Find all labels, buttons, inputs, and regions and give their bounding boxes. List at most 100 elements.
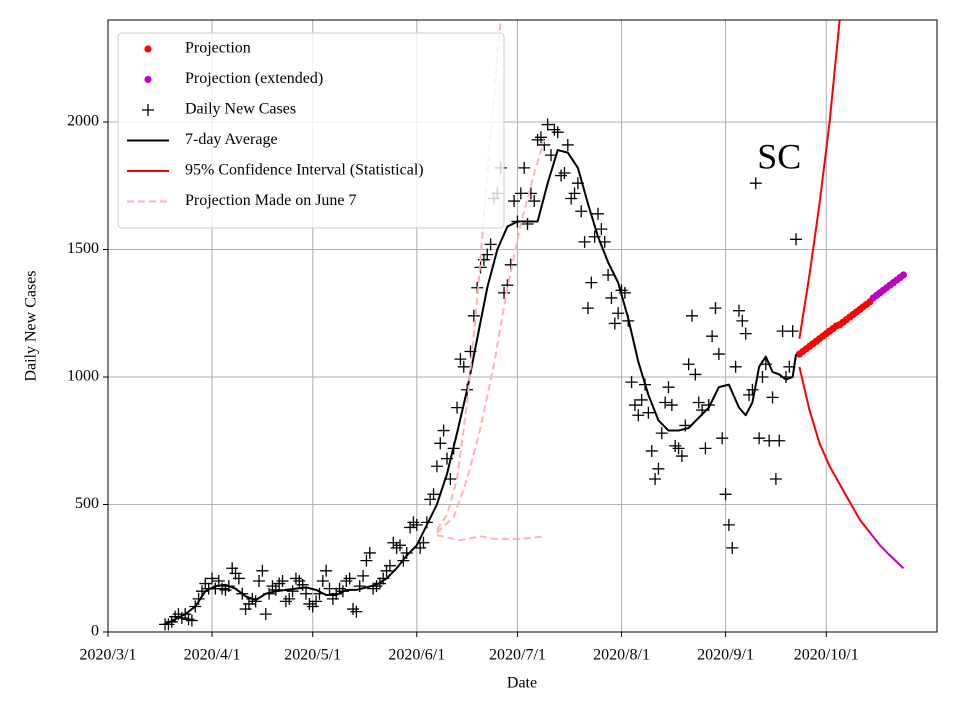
series-line [869,531,905,569]
cross-marker [628,399,641,412]
cross-marker [451,401,464,414]
cross-marker [350,605,363,618]
cross-marker [524,187,537,200]
cross-marker [682,358,695,371]
cross-marker [732,304,745,317]
cross-marker [689,368,702,381]
legend-box [117,32,505,229]
cross-marker [790,233,803,246]
cross-marker [320,564,333,577]
cross-marker [481,248,494,261]
cross-marker [722,518,735,531]
cross-marker [632,409,645,422]
cross-marker [766,391,779,404]
cross-marker [753,432,766,445]
cross-marker [360,554,373,567]
legend-label: Projection (extended) [185,70,323,87]
cross-marker [699,442,712,455]
series-line [164,149,798,626]
cross-marker [534,131,547,144]
cross-marker [605,291,618,304]
cross-marker [581,302,594,315]
cross-marker [283,592,296,605]
cross-marker [276,575,289,587]
cross-marker [498,286,511,299]
cross-marker [521,218,534,230]
cross-marker [514,187,527,200]
cross-marker [585,276,598,289]
series-line [436,534,545,542]
cross-marker [716,432,729,445]
cross-marker [706,330,719,343]
cross-marker [300,587,313,600]
y-tick-label: 1000 [67,368,99,385]
cross-marker [602,269,615,281]
cross-marker [343,572,356,585]
cross-marker [649,473,662,485]
cross-marker [712,348,725,361]
y-tick-label: 1500 [67,240,99,257]
cross-marker [776,325,789,338]
cross-marker [427,488,440,501]
x-tick-label: 2020/9/1 [697,647,754,664]
dot-marker [144,45,152,53]
cross-marker [518,161,531,174]
legend-label: 95% Confidence Interval (Statistical) [185,162,424,179]
cross-marker [675,450,688,463]
cross-marker [259,608,272,621]
cross-marker [659,396,672,409]
cross-marker [437,424,450,437]
dot-marker [899,271,908,279]
cross-marker [454,353,467,366]
cross-marker [393,539,406,552]
cross-marker [729,360,742,373]
x-tick-label: 2020/10/1 [794,647,859,664]
cross-marker [575,205,588,218]
legend-label: Projection Made on June 7 [185,192,357,209]
cross-marker [746,383,759,396]
cross-marker [612,307,625,320]
cross-marker [541,118,554,131]
x-tick-label: 2020/8/1 [593,647,650,664]
cross-marker [467,309,480,322]
cross-marker [206,572,219,585]
cross-marker [508,195,521,208]
cross-marker [625,376,638,389]
cross-marker [484,238,497,251]
cross-marker [739,327,752,340]
cross-marker [142,104,154,116]
cross-marker [568,187,581,200]
cross-marker [685,309,698,322]
x-tick-label: 2020/7/1 [489,647,546,664]
cross-marker [383,559,396,572]
series-line [436,139,546,534]
x-tick-label: 2020/6/1 [388,647,445,664]
cross-marker [655,427,668,440]
x-tick-label: 2020/5/1 [284,647,341,664]
legend-label: Daily New Cases [185,101,296,118]
annotation: SC [757,137,801,177]
cross-marker [635,393,648,406]
x-tick-label: 2020/3/1 [80,647,137,664]
cross-marker [363,546,376,559]
cross-marker [256,564,269,577]
cross-marker [652,462,665,475]
legend-label: Projection [185,40,251,57]
cross-marker [773,434,786,447]
plot-area: SC [159,20,908,631]
x-axis-label: Date [507,675,537,692]
dot-marker [144,75,152,84]
cross-marker [709,302,722,315]
cross-marker [185,614,198,627]
cross-marker [592,207,605,220]
cross-marker [528,195,541,208]
cross-marker [310,595,323,608]
cross-marker [769,473,782,485]
y-tick-label: 500 [75,495,99,512]
cross-marker [545,149,558,162]
cross-marker [726,541,739,554]
cross-marker [578,235,591,248]
cross-marker [692,396,705,409]
cross-marker [551,126,564,139]
